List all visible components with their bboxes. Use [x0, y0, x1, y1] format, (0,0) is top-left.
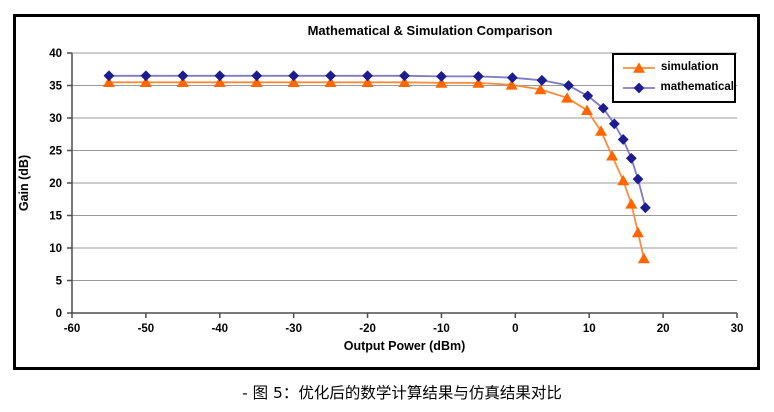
svg-text:0: 0: [56, 308, 62, 320]
svg-text:-20: -20: [359, 323, 376, 335]
svg-text:35: 35: [49, 81, 62, 93]
svg-text:Gain (dB): Gain (dB): [17, 155, 31, 211]
svg-text:30: 30: [49, 113, 62, 125]
simulation-triangle-icon: [623, 62, 655, 73]
svg-text:-40: -40: [211, 323, 228, 335]
svg-text:-10: -10: [433, 323, 450, 335]
legend-label-mathematical: mathematical: [660, 81, 734, 94]
svg-text:40: 40: [49, 48, 62, 60]
chart-figure: Mathematical & Simulation Comparison 0 5 1…: [13, 14, 760, 370]
svg-text:-60: -60: [64, 323, 81, 335]
legend-label-simulation: simulation: [661, 61, 719, 74]
svg-text:0: 0: [512, 323, 518, 335]
chart-title: Mathematical & Simulation Comparison: [307, 23, 553, 38]
legend-entry-simulation: simulation: [622, 62, 734, 74]
mathematical-diamond-icon: [623, 82, 655, 94]
svg-text:10: 10: [49, 243, 62, 255]
svg-text:30: 30: [731, 323, 744, 335]
svg-text:-30: -30: [285, 323, 302, 335]
svg-text:10: 10: [583, 323, 596, 335]
svg-text:-50: -50: [138, 323, 155, 335]
svg-text:20: 20: [657, 323, 670, 335]
svg-text:15: 15: [49, 211, 62, 223]
svg-text:25: 25: [49, 146, 62, 158]
svg-text:Output Power (dBm): Output Power (dBm): [344, 339, 466, 353]
legend-entry-mathematical: mathematical: [622, 82, 734, 94]
svg-text:20: 20: [49, 178, 62, 190]
svg-text:5: 5: [56, 276, 63, 288]
legend: simulation mathematical: [612, 53, 736, 103]
figure-caption: - 图 5：优化后的数学计算结果与仿真结果对比: [242, 384, 562, 402]
plot-area: 0 5 10 15 20 25 30 35 40 -60 -50 -40 -30 -20 -10 0 10 20 3…: [17, 48, 744, 353]
